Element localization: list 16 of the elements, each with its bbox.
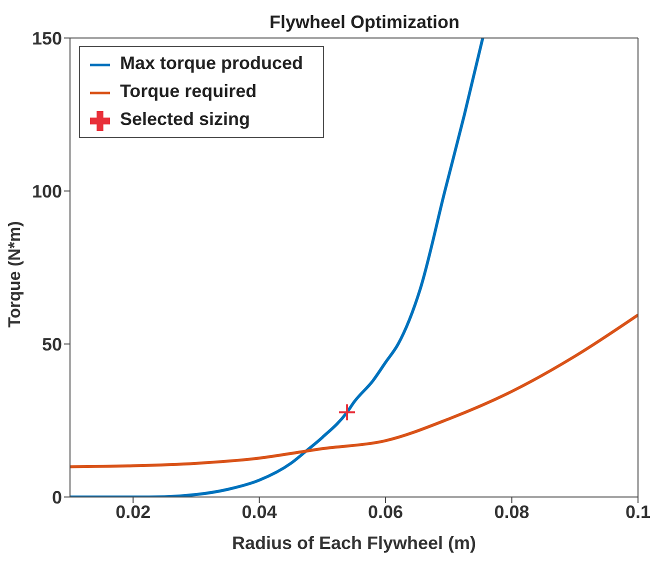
y-tick-label: 0 [52,487,62,508]
legend-label: Torque required [120,81,257,101]
y-tick-label: 150 [32,28,62,48]
line-series [70,313,638,468]
chart-title: Flywheel Optimization [269,12,460,32]
y-axis-title: Torque (N*m) [5,221,24,328]
x-axis-title: Radius of Each Flywheel (m) [232,533,476,553]
y-tick-label: 50 [42,334,62,354]
y-tick-label: 100 [32,181,62,202]
x-tick-label: 0.06 [368,502,404,522]
x-tick-label: 0.04 [242,502,277,522]
x-tick-label: 0.08 [494,502,530,522]
x-tick-label: 0.02 [116,502,151,522]
legend-label: Selected sizing [120,109,250,129]
legend-label: Max torque produced [120,53,304,73]
x-tick-label: 0.1 [625,502,651,522]
